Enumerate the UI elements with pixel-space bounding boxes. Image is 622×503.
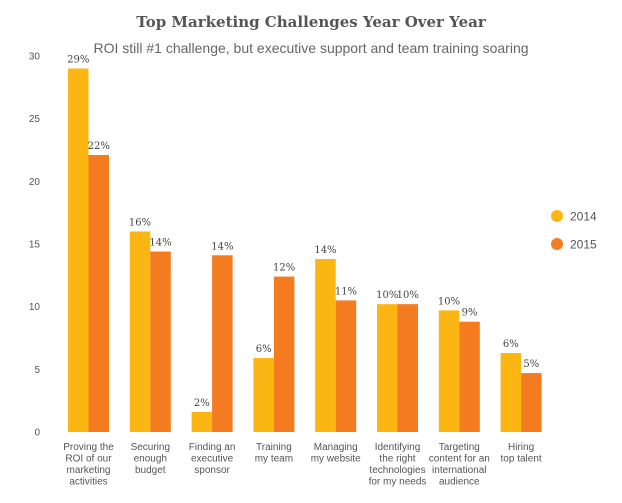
legend-label-2015: 2015 bbox=[570, 238, 597, 252]
bar-2014-2 bbox=[129, 231, 151, 432]
data-label-2015-1: 22% bbox=[88, 141, 110, 152]
legend-swatch-2014 bbox=[551, 210, 563, 222]
category-label-5: Managing my website bbox=[311, 442, 361, 465]
data-labels: 29%22%16%14%2%14%6%12%14%11% 10%10%10%9%6… bbox=[67, 55, 539, 409]
legend-label-2014: 2014 bbox=[570, 210, 597, 224]
data-label-2014-8: 6% bbox=[503, 339, 519, 350]
data-label-2014-3: 2% bbox=[194, 398, 210, 409]
bar-2015-1 bbox=[88, 155, 109, 432]
bar-2014-8 bbox=[500, 353, 522, 432]
y-tick-label: 10 bbox=[29, 302, 41, 313]
data-label-2014-2: 16% bbox=[129, 217, 151, 228]
bar-2014-7 bbox=[438, 310, 460, 432]
bar-2014-4 bbox=[253, 358, 274, 432]
data-label-2015-8: 5% bbox=[523, 359, 539, 370]
data-label-2014-1: 29% bbox=[67, 55, 89, 66]
data-label-2015-4: 12% bbox=[273, 263, 295, 274]
category-label-4: Training my team bbox=[255, 442, 293, 465]
category-label-8: Hiring top talent bbox=[501, 442, 542, 465]
bars bbox=[68, 68, 542, 433]
bar-2014-1 bbox=[68, 68, 89, 433]
bar-2015-7 bbox=[459, 321, 480, 432]
bar-2015-5 bbox=[335, 300, 357, 432]
bar-2014-5 bbox=[315, 259, 336, 432]
x-axis: Proving the ROI of our marketing activities… bbox=[63, 442, 542, 488]
category-label-7: Targeting content for an international audi… bbox=[429, 442, 490, 488]
data-label-2015-5: 11% bbox=[335, 286, 357, 297]
bar-2015-2 bbox=[150, 251, 171, 432]
chart-subtitle: ROI still #1 challenge, but executive su… bbox=[93, 40, 528, 56]
data-label-2015-6: 10% bbox=[397, 290, 419, 301]
bar-2015-4 bbox=[273, 276, 295, 432]
data-label-2014-4: 6% bbox=[256, 344, 272, 355]
data-label-2015-7: 9% bbox=[462, 308, 478, 319]
chart-title: Top Marketing Challenges Year Over Year bbox=[136, 13, 487, 31]
y-axis: 0 5 10 15 20 25 30 bbox=[29, 52, 41, 439]
y-tick-label: 15 bbox=[29, 240, 41, 251]
y-tick-label: 0 bbox=[34, 428, 40, 439]
legend: 2014 2015 bbox=[551, 210, 597, 252]
bar-2015-3 bbox=[212, 255, 233, 432]
category-label-2: Securing enough budget bbox=[131, 442, 170, 476]
category-label-1: Proving the ROI of our marketing activities bbox=[63, 442, 114, 488]
legend-swatch-2015 bbox=[551, 238, 563, 250]
bar-2014-6 bbox=[377, 304, 398, 432]
bar-2015-8 bbox=[521, 373, 542, 432]
data-label-2014-5: 14% bbox=[314, 245, 336, 256]
y-tick-label: 30 bbox=[29, 52, 41, 63]
data-label-2015-2: 14% bbox=[149, 238, 171, 249]
bar-2015-6 bbox=[397, 304, 418, 432]
y-tick-label: 20 bbox=[29, 177, 41, 188]
data-label-2014-7: 10% bbox=[438, 296, 460, 307]
category-label-6: Identifying the right technologies for my n… bbox=[369, 442, 427, 488]
y-tick-label: 5 bbox=[34, 365, 40, 376]
data-label-2015-3: 14% bbox=[211, 241, 233, 252]
bar-2014-3 bbox=[191, 411, 213, 432]
data-label-2014-6: 10% bbox=[376, 290, 398, 301]
y-tick-label: 25 bbox=[29, 114, 41, 125]
category-label-3: Finding an executive sponsor bbox=[189, 442, 236, 476]
